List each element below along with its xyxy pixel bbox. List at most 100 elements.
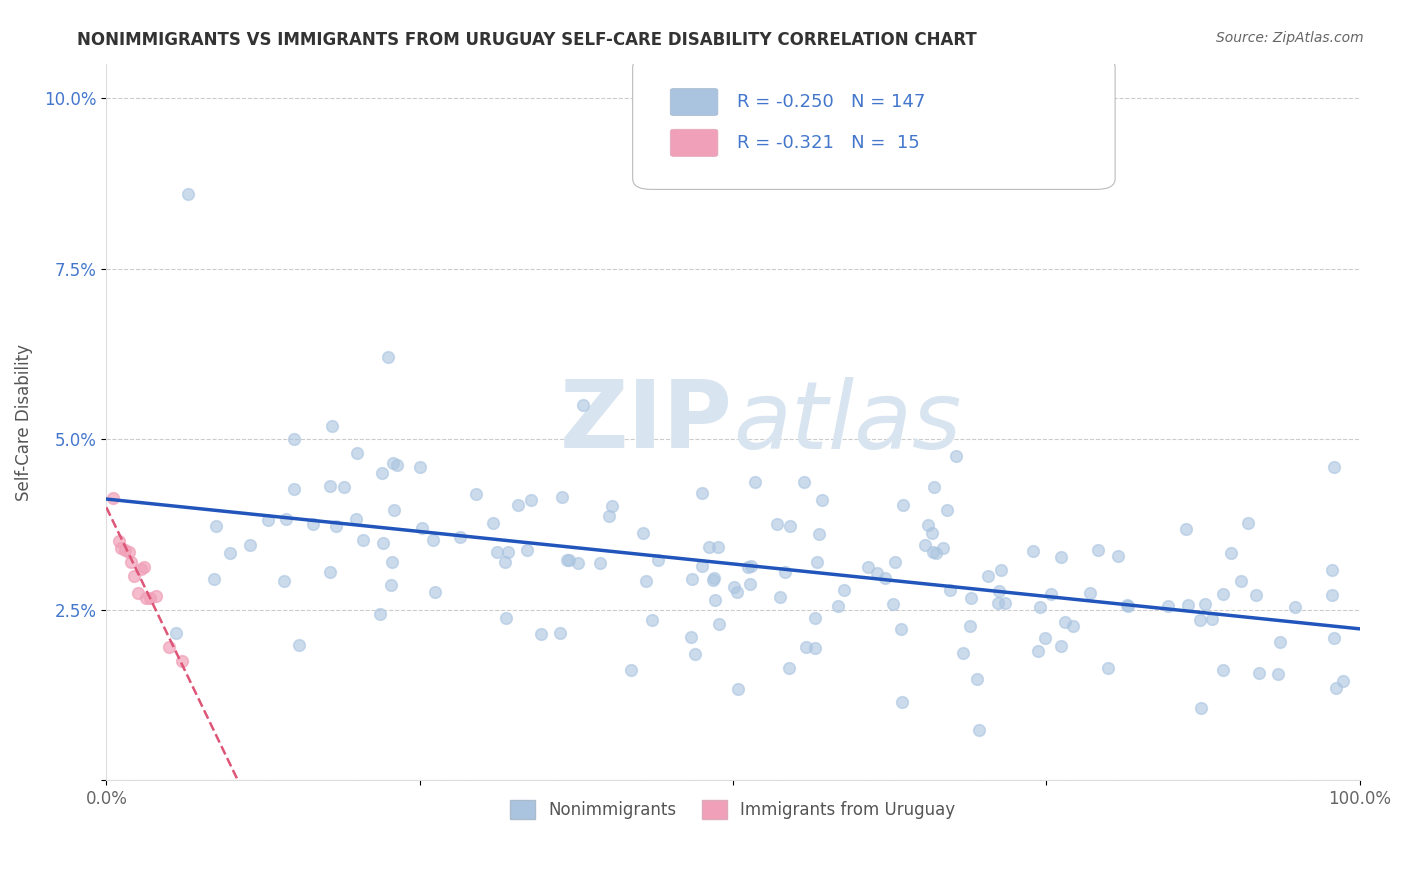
- Point: [1189, 613, 1212, 627]
- Point: [1320, 563, 1343, 577]
- Point: [170, 654, 193, 668]
- Text: R = -0.321   N =  15: R = -0.321 N = 15: [737, 134, 920, 152]
- Point: [707, 540, 730, 554]
- Point: [856, 560, 879, 574]
- Point: [346, 446, 368, 460]
- Point: [352, 533, 374, 547]
- Point: [873, 571, 896, 585]
- Point: [423, 585, 446, 599]
- Point: [321, 418, 343, 433]
- Text: atlas: atlas: [733, 376, 962, 467]
- Point: [495, 611, 517, 625]
- Point: [803, 640, 825, 655]
- Point: [690, 485, 713, 500]
- Point: [890, 695, 912, 709]
- Point: [494, 555, 516, 569]
- Point: [1177, 598, 1199, 612]
- Point: [1174, 522, 1197, 536]
- Point: [385, 458, 408, 472]
- Point: [1331, 673, 1354, 688]
- Point: [1033, 631, 1056, 645]
- Point: [550, 491, 572, 505]
- Point: [283, 432, 305, 446]
- Point: [1323, 459, 1346, 474]
- Legend: Nonimmigrants, Immigrants from Uruguay: Nonimmigrants, Immigrants from Uruguay: [503, 794, 962, 826]
- Point: [127, 586, 149, 600]
- Point: [108, 534, 131, 549]
- Point: [959, 619, 981, 633]
- Point: [1229, 574, 1251, 589]
- Point: [987, 596, 1010, 610]
- Point: [1115, 598, 1137, 612]
- Point: [131, 561, 153, 575]
- Text: ZIP: ZIP: [560, 376, 733, 468]
- Point: [411, 521, 433, 535]
- Point: [257, 513, 280, 527]
- Point: [177, 186, 200, 201]
- Point: [1237, 516, 1260, 530]
- Point: [135, 591, 157, 605]
- Point: [779, 519, 801, 533]
- Point: [808, 527, 831, 541]
- Point: [806, 556, 828, 570]
- Point: [114, 542, 136, 557]
- Point: [765, 516, 787, 531]
- Point: [1116, 599, 1139, 613]
- Point: [740, 558, 762, 573]
- Point: [1244, 588, 1267, 602]
- Point: [371, 467, 394, 481]
- Point: [302, 516, 325, 531]
- Point: [988, 583, 1011, 598]
- Point: [884, 555, 907, 569]
- Point: [589, 556, 612, 570]
- Point: [145, 589, 167, 603]
- Point: [482, 516, 505, 531]
- Point: [516, 543, 538, 558]
- Point: [804, 611, 827, 625]
- Point: [702, 573, 724, 587]
- Point: [769, 590, 792, 604]
- Point: [1212, 587, 1234, 601]
- Point: [465, 487, 488, 501]
- Point: [239, 537, 262, 551]
- Point: [727, 585, 749, 599]
- Y-axis label: Self-Care Disability: Self-Care Disability: [15, 343, 32, 500]
- Point: [1249, 665, 1271, 680]
- Point: [1040, 587, 1063, 601]
- Point: [377, 351, 399, 365]
- Point: [775, 566, 797, 580]
- Point: [110, 541, 132, 555]
- Point: [1157, 599, 1180, 614]
- Point: [703, 571, 725, 585]
- Point: [1087, 542, 1109, 557]
- Point: [205, 519, 228, 533]
- Point: [827, 599, 849, 613]
- Point: [960, 591, 983, 605]
- Point: [1050, 550, 1073, 565]
- Point: [690, 559, 713, 574]
- Point: [520, 492, 543, 507]
- Point: [1026, 644, 1049, 658]
- Point: [319, 478, 342, 492]
- Point: [380, 578, 402, 592]
- Point: [1107, 549, 1129, 563]
- Point: [132, 560, 155, 574]
- Point: [422, 533, 444, 548]
- Point: [325, 518, 347, 533]
- Point: [408, 459, 430, 474]
- Point: [1212, 663, 1234, 677]
- Point: [1062, 618, 1084, 632]
- Point: [681, 572, 703, 586]
- Point: [1284, 600, 1306, 615]
- Point: [914, 538, 936, 552]
- Point: [647, 552, 669, 566]
- Point: [219, 546, 242, 560]
- Point: [925, 546, 948, 560]
- Point: [1022, 543, 1045, 558]
- Point: [778, 661, 800, 675]
- Point: [631, 525, 654, 540]
- Point: [936, 503, 959, 517]
- Point: [704, 593, 727, 607]
- Point: [283, 482, 305, 496]
- Point: [276, 512, 298, 526]
